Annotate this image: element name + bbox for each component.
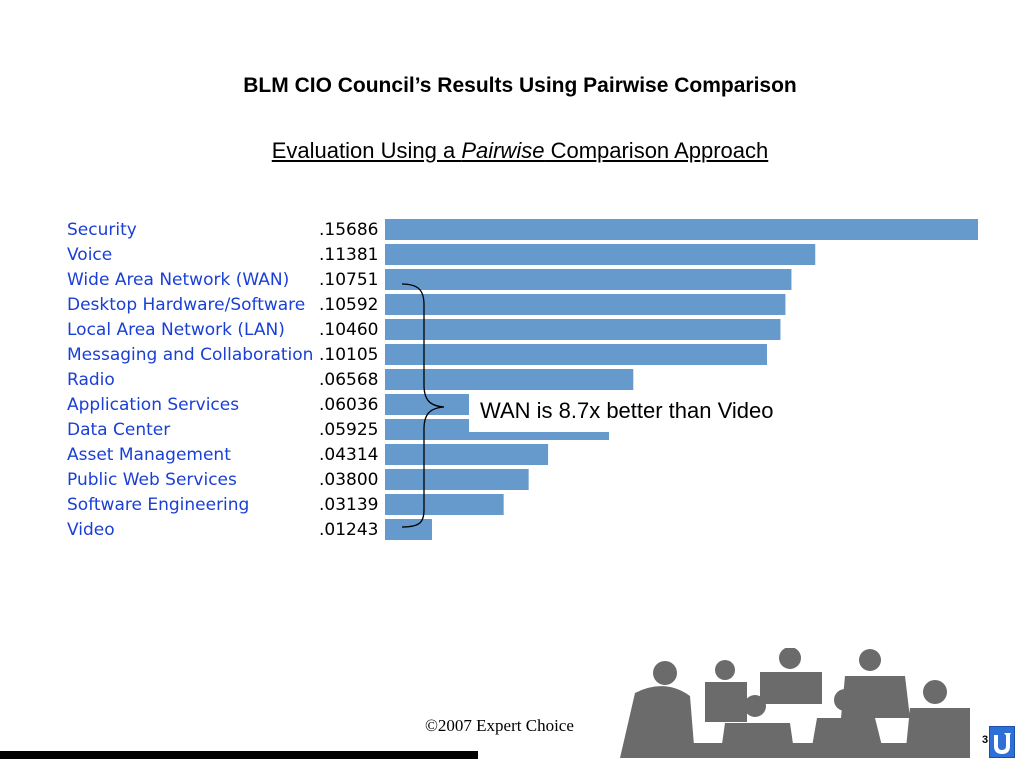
copyright-footer: ©2007 Expert Choice bbox=[425, 716, 574, 735]
slide-title: BLM CIO Council’s Results Using Pairwise… bbox=[243, 74, 797, 97]
value-label: .05925 bbox=[319, 420, 378, 440]
bar bbox=[385, 244, 816, 265]
value-label: .10105 bbox=[319, 345, 378, 365]
subtitle-text-end: Comparison Approach bbox=[544, 138, 769, 163]
category-label: Data Center bbox=[67, 420, 170, 440]
category-label: Asset Management bbox=[67, 445, 231, 465]
value-label: .01243 bbox=[319, 520, 378, 540]
value-label: .03800 bbox=[319, 470, 378, 490]
category-label: Radio bbox=[67, 370, 115, 390]
meeting-silhouette-illustration bbox=[620, 648, 970, 758]
priority-bar-chart: Security .15686 Voice .11381 Wide Area Netwo… bbox=[67, 219, 978, 540]
bar bbox=[385, 469, 529, 490]
bar bbox=[385, 219, 978, 240]
value-label: .15686 bbox=[319, 220, 378, 240]
category-label: Voice bbox=[67, 245, 112, 265]
bar bbox=[385, 319, 781, 340]
category-label: Local Area Network (LAN) bbox=[67, 320, 285, 340]
slide-subtitle: Evaluation Using a Pairwise Comparison A… bbox=[0, 138, 1024, 164]
callout-box: WAN is 8.7x better than Video bbox=[469, 390, 829, 432]
value-label: .03139 bbox=[319, 495, 378, 515]
category-label: Public Web Services bbox=[67, 470, 237, 490]
category-label: Software Engineering bbox=[67, 495, 249, 515]
value-label: .10592 bbox=[319, 295, 378, 315]
subtitle-text-start: Evaluation Using a bbox=[271, 138, 462, 163]
value-label: .10460 bbox=[319, 320, 378, 340]
value-label: .11381 bbox=[319, 245, 378, 265]
bar bbox=[385, 344, 768, 365]
value-label: .06568 bbox=[319, 370, 378, 390]
bar bbox=[385, 294, 786, 315]
value-label: .06036 bbox=[319, 395, 378, 415]
expert-choice-logo bbox=[989, 726, 1015, 758]
callout-text: WAN is 8.7x better than Video bbox=[480, 398, 774, 423]
category-label: Wide Area Network (WAN) bbox=[67, 270, 289, 290]
category-label: Application Services bbox=[67, 395, 239, 415]
bar bbox=[385, 494, 504, 515]
subtitle-italic-word: Pairwise bbox=[461, 138, 545, 163]
value-label: .10751 bbox=[319, 270, 378, 290]
category-label: Desktop Hardware/Software bbox=[67, 295, 305, 315]
value-label: .04314 bbox=[319, 445, 378, 465]
bar bbox=[385, 269, 792, 290]
category-label: Security bbox=[67, 220, 137, 240]
bar bbox=[385, 369, 634, 390]
bar bbox=[385, 444, 549, 465]
category-label: Messaging and Collaboration bbox=[67, 345, 313, 365]
page-number: 3 bbox=[982, 734, 989, 746]
curly-brace bbox=[401, 283, 445, 528]
bar bbox=[385, 519, 432, 540]
category-label: Video bbox=[67, 520, 115, 540]
footer-divider-bar bbox=[0, 751, 478, 759]
logo-u-icon bbox=[994, 733, 1011, 755]
